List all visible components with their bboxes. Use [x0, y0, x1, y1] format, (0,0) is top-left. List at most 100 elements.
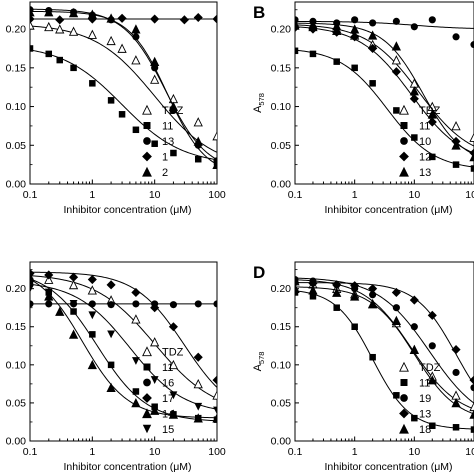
data-point-11: [70, 64, 77, 72]
y-tick-label: 0.10: [271, 101, 292, 113]
data-point-16: [213, 300, 217, 308]
fit-line-13: [295, 282, 474, 385]
data-point-11: [333, 304, 340, 311]
data-point-18: [409, 344, 419, 354]
data-point-2: [106, 13, 116, 23]
data-point-15: [132, 357, 140, 365]
data-point-10: [452, 33, 460, 41]
data-point-1: [212, 14, 217, 24]
legend-marker-14: [142, 408, 152, 419]
data-point-2: [68, 7, 79, 18]
data-point-TDZ: [451, 121, 461, 131]
data-point-1: [117, 13, 127, 23]
data-point-2: [168, 101, 179, 111]
data-point-18: [332, 287, 342, 297]
data-point-13: [295, 278, 300, 288]
fit-line-11: [30, 278, 217, 422]
data-point-11: [411, 414, 418, 422]
data-point-18: [350, 291, 360, 301]
data-point-16: [30, 300, 34, 308]
data-point-10: [410, 23, 418, 31]
data-point-14: [150, 405, 160, 415]
series-13: [30, 6, 217, 165]
series-13: [295, 18, 474, 162]
series-11: [295, 47, 474, 172]
data-point-2: [193, 136, 203, 146]
data-point-14: [30, 272, 35, 282]
legend-label: 11: [162, 362, 173, 374]
plot-frame: [294, 1, 474, 185]
series-15: [30, 283, 217, 415]
fit-line-15: [30, 283, 217, 410]
fit-line-13: [30, 8, 217, 161]
data-point-13: [295, 18, 300, 29]
data-point-19: [470, 384, 474, 392]
data-point-18: [451, 398, 461, 408]
data-point-17: [212, 375, 217, 385]
legend-label: 17: [162, 393, 174, 405]
data-point-18: [391, 315, 401, 326]
data-point-13: [332, 21, 342, 31]
x-tick-label: 0.1: [288, 189, 303, 201]
data-point-19: [369, 291, 377, 299]
legend-marker-13: [399, 408, 409, 419]
data-point-11: [170, 149, 177, 157]
data-point-10: [428, 16, 436, 24]
data-point-18: [469, 409, 474, 419]
data-point-2: [212, 159, 217, 169]
data-point-14: [87, 359, 97, 370]
data-point-TDZ: [55, 24, 65, 34]
x-tick-label: 1: [89, 189, 95, 201]
y-tick-label: 0.20: [271, 283, 292, 295]
data-point-13: [308, 278, 318, 288]
y-tick-label: 0.00: [6, 436, 27, 448]
fit-line-10: [295, 20, 474, 29]
legend-marker-TDZ: [399, 361, 409, 372]
y-tick-label: 0.10: [271, 359, 292, 371]
data-point-TDZ: [193, 117, 203, 127]
legend-label: 13: [419, 409, 431, 421]
y-axis-label: A578: [252, 352, 266, 372]
data-point-11: [429, 422, 436, 430]
legend-marker-12: [399, 151, 409, 162]
legend-marker-15: [142, 424, 152, 434]
data-point-TDZ: [150, 74, 160, 84]
legend-label: 13: [162, 136, 174, 148]
data-point-1: [193, 12, 203, 23]
y-tick-label: 0.10: [6, 359, 27, 371]
data-point-12: [391, 67, 401, 77]
x-tick-label: 1: [352, 189, 358, 201]
fit-line-TDZ: [30, 25, 217, 153]
data-point-1: [179, 15, 189, 25]
y-tick-label: 0.05: [6, 397, 27, 409]
data-point-11: [351, 323, 358, 330]
y-tick-label: 0.20: [6, 24, 27, 36]
plot-frame: [294, 261, 474, 442]
y-tick-label: 0.20: [6, 283, 27, 295]
fit-line-2: [30, 10, 217, 165]
chart-panel-3: 0.00 0.05 0.10 0.15 0.20 0.1 1 10 100 Inhibitor c…: [6, 261, 226, 473]
data-point-TDZ: [87, 29, 97, 39]
data-point-19: [392, 304, 400, 312]
data-point-17: [150, 303, 160, 313]
legend-label: 11: [419, 121, 430, 133]
legend-marker-18: [399, 423, 409, 434]
data-point-11: [56, 56, 63, 64]
data-point-11: [309, 50, 317, 58]
data-point-2: [30, 7, 35, 17]
data-point-10: [392, 17, 400, 25]
data-point-17: [87, 274, 97, 285]
series-17: [30, 268, 217, 388]
legend-marker-2: [142, 166, 152, 177]
series-TDZ: [295, 20, 474, 147]
data-point-13: [308, 19, 318, 29]
data-point-13: [451, 140, 461, 150]
series-1: [30, 12, 217, 25]
legend-marker-TDZ: [142, 104, 152, 115]
series-TDZ: [30, 20, 217, 153]
data-point-TDZ: [193, 378, 203, 389]
legend-marker-11: [143, 363, 151, 371]
data-point-11: [411, 134, 418, 141]
legend-marker-13: [143, 137, 151, 145]
